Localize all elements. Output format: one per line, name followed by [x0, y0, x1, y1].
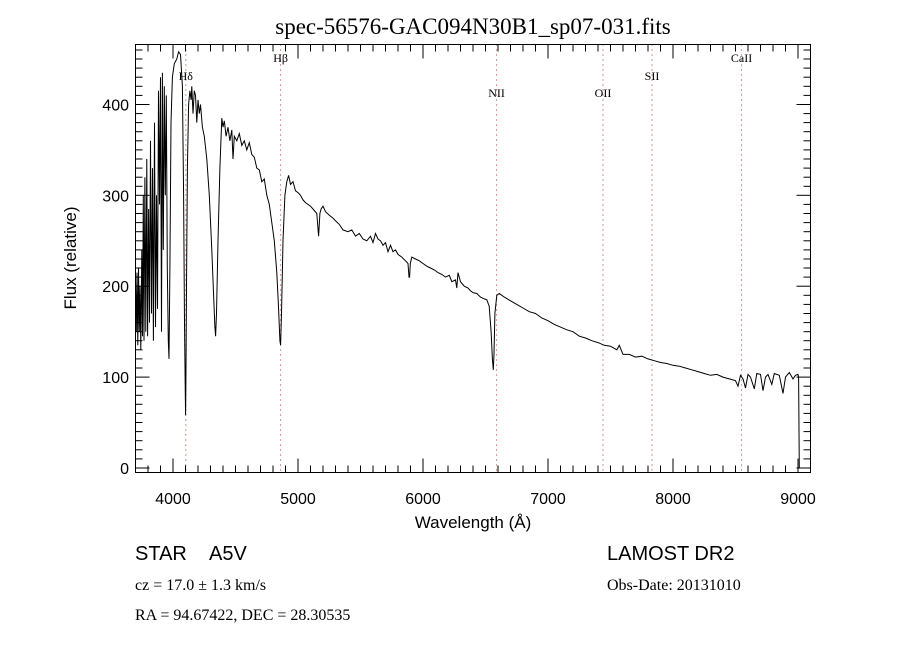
y-tick-label: 100: [102, 370, 129, 387]
line-marker-label: NII: [488, 86, 505, 100]
line-markers: Hδ Hβ NII OII SII CaII: [179, 44, 752, 473]
survey-label: LAMOST DR2: [607, 543, 734, 565]
line-marker-label: SII: [645, 69, 660, 83]
x-tick-label: 4000: [155, 491, 191, 508]
subclass: A5V: [209, 543, 247, 565]
y-tick-label: 0: [120, 461, 129, 478]
x-tick-label: 7000: [530, 491, 566, 508]
y-tick-label: 200: [102, 279, 129, 296]
y-tick-label: 300: [102, 188, 129, 205]
x-axis-label: Wavelength (Å): [415, 513, 532, 532]
redshift-text: cz = 17.0 ± 1.3 km/s: [135, 577, 266, 594]
line-marker-label: OII: [595, 86, 612, 100]
line-marker-label: Hδ: [179, 69, 194, 83]
x-tick-label: 8000: [655, 491, 691, 508]
x-tick-label: 5000: [280, 491, 316, 508]
obs-date: Obs-Date: 20131010: [607, 577, 741, 594]
y-tick-label: 400: [102, 97, 129, 114]
x-tick-label: 9000: [780, 491, 816, 508]
x-tick-label: 6000: [405, 491, 441, 508]
y-axis-label: Flux (relative): [61, 207, 80, 310]
plot-frame: [135, 44, 811, 473]
object-class: STAR: [135, 543, 187, 565]
chart-title: spec-56576-GAC094N30B1_sp07-031.fits: [275, 14, 670, 39]
spectrum-line: [135, 50, 800, 469]
axis-ticks: [135, 44, 811, 473]
line-marker-label: CaII: [731, 51, 752, 65]
tick-labels: 4000 5000 6000 7000 8000 9000 0 100 200 300 400: [102, 97, 816, 508]
coordinates: RA = 94.67422, DEC = 28.30535: [135, 607, 350, 624]
line-marker-label: Hβ: [273, 51, 288, 65]
